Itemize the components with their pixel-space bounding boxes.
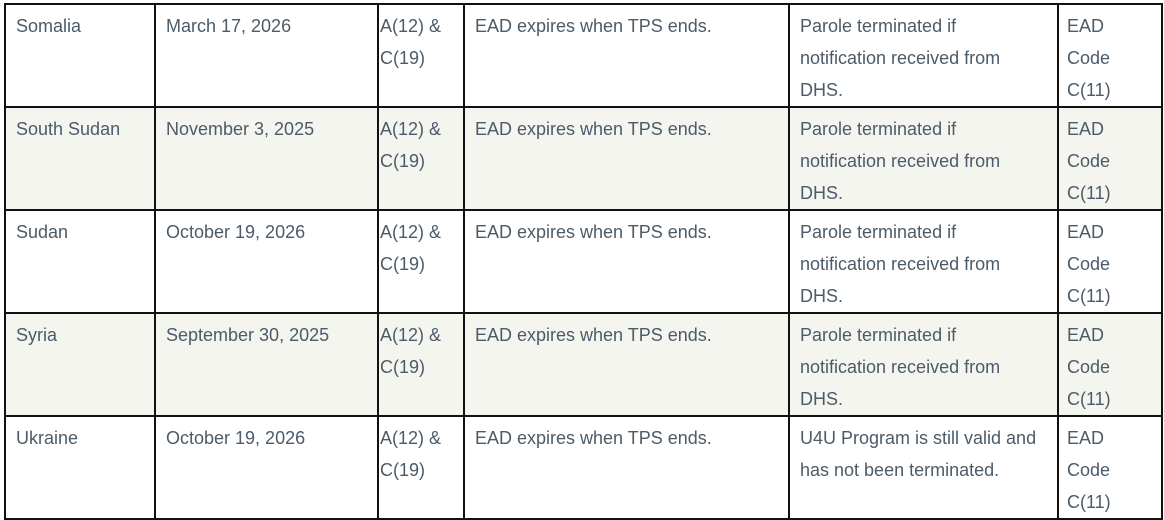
ead-cell: EAD expires when TPS ends.: [463, 106, 790, 211]
table-row: South Sudan November 3, 2025 A(12) & C(1…: [4, 106, 1163, 211]
category-cell: A(12) & C(19): [377, 209, 465, 314]
parole-cell: U4U Program is still valid and has not b…: [788, 415, 1059, 520]
category-cell: A(12) & C(19): [377, 3, 465, 108]
country-cell: South Sudan: [4, 106, 156, 211]
code-cell: EAD Code C(11): [1057, 106, 1163, 211]
date-cell: September 30, 2025: [154, 312, 379, 417]
country-cell: Sudan: [4, 209, 156, 314]
date-cell: March 17, 2026: [154, 3, 379, 108]
country-cell: Ukraine: [4, 415, 156, 520]
table-row: Ukraine October 19, 2026 A(12) & C(19) E…: [4, 415, 1163, 520]
code-cell: EAD Code C(11): [1057, 209, 1163, 314]
code-cell: EAD Code C(11): [1057, 312, 1163, 417]
date-cell: November 3, 2025: [154, 106, 379, 211]
parole-cell: Parole terminated if notification receiv…: [788, 3, 1059, 108]
parole-cell: Parole terminated if notification receiv…: [788, 106, 1059, 211]
parole-cell: Parole terminated if notification receiv…: [788, 312, 1059, 417]
ead-cell: EAD expires when TPS ends.: [463, 209, 790, 314]
ead-cell: EAD expires when TPS ends.: [463, 312, 790, 417]
ead-cell: EAD expires when TPS ends.: [463, 3, 790, 108]
parole-cell: Parole terminated if notification receiv…: [788, 209, 1059, 314]
country-cell: Somalia: [4, 3, 156, 108]
table-row: Syria September 30, 2025 A(12) & C(19) E…: [4, 312, 1163, 417]
date-cell: October 19, 2026: [154, 209, 379, 314]
country-cell: Syria: [4, 312, 156, 417]
table-body: Somalia March 17, 2026 A(12) & C(19) EAD…: [4, 3, 1163, 520]
category-cell: A(12) & C(19): [377, 312, 465, 417]
category-cell: A(12) & C(19): [377, 106, 465, 211]
table-row: Somalia March 17, 2026 A(12) & C(19) EAD…: [4, 3, 1163, 108]
code-cell: EAD Code C(11): [1057, 3, 1163, 108]
ead-cell: EAD expires when TPS ends.: [463, 415, 790, 520]
table-row: Sudan October 19, 2026 A(12) & C(19) EAD…: [4, 209, 1163, 314]
tps-table: Somalia March 17, 2026 A(12) & C(19) EAD…: [4, 3, 1163, 520]
date-cell: October 19, 2026: [154, 415, 379, 520]
category-cell: A(12) & C(19): [377, 415, 465, 520]
code-cell: EAD Code C(11): [1057, 415, 1163, 520]
